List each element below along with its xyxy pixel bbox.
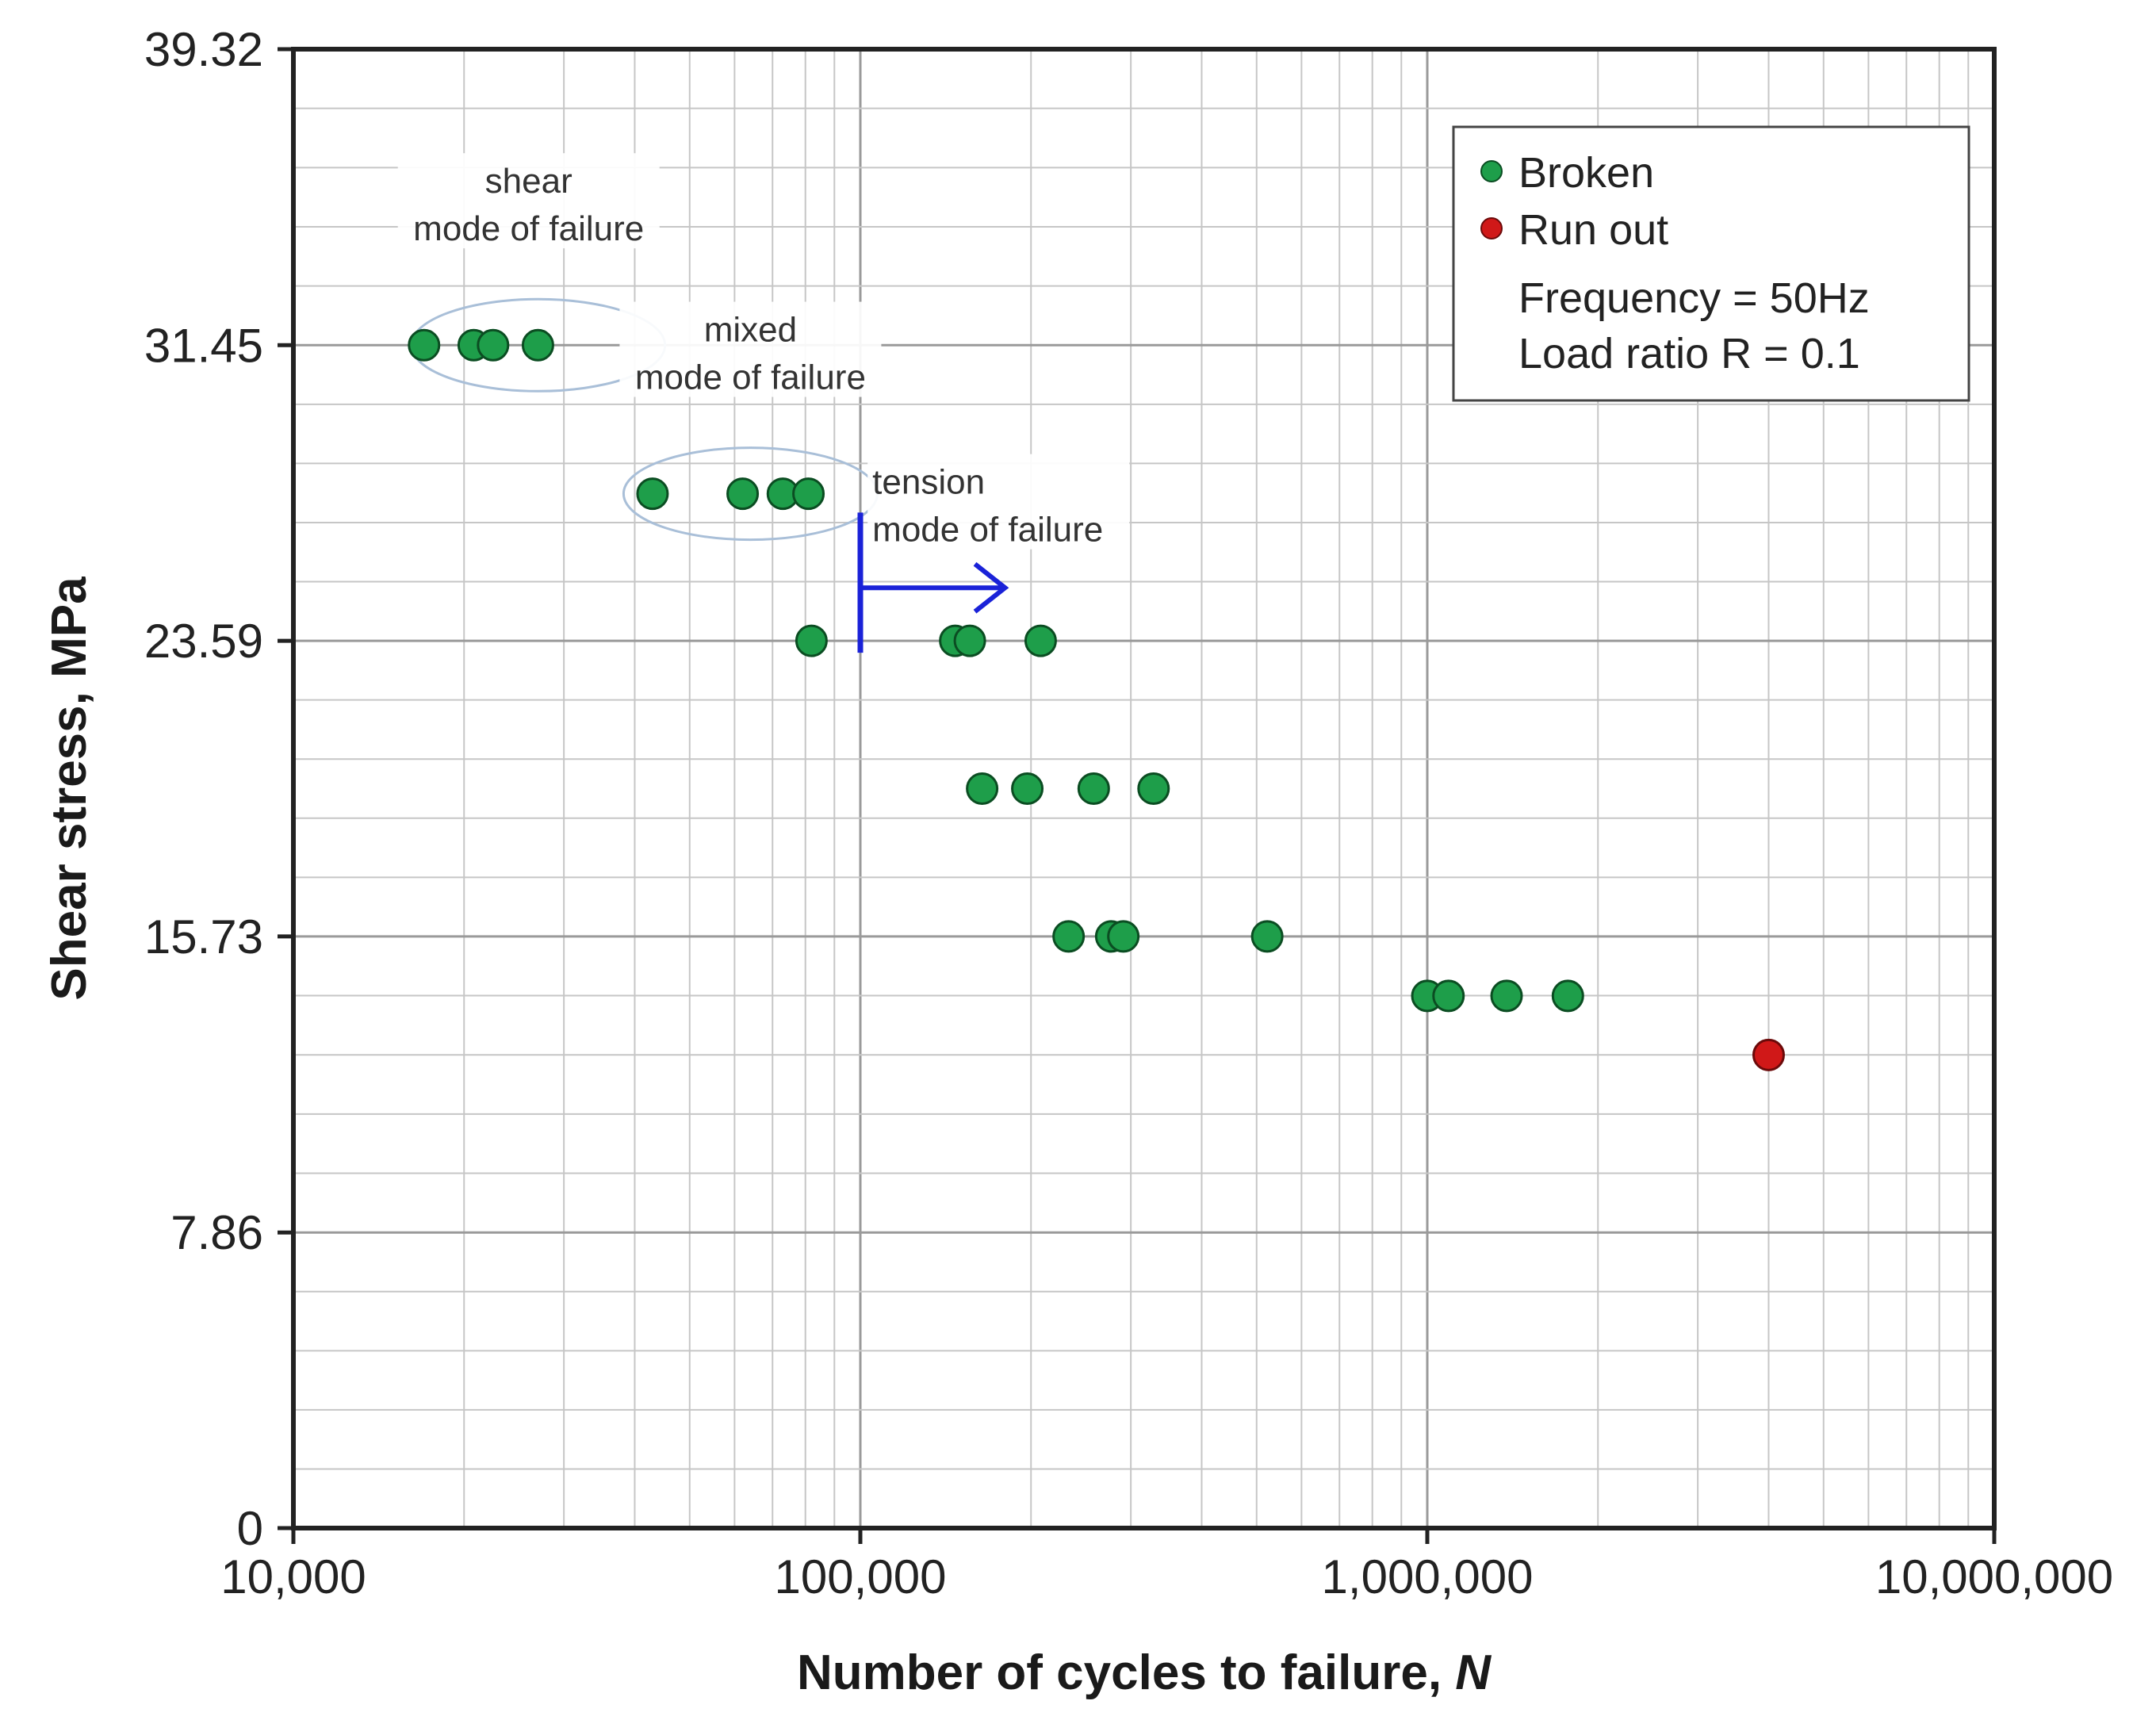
- y-tick-label: 0: [237, 1502, 263, 1555]
- data-point-broken: [1137, 772, 1170, 805]
- data-point-broken: [521, 328, 554, 362]
- data-point-broken: [1077, 772, 1110, 805]
- annotation-background: [397, 153, 660, 249]
- data-point-broken: [636, 477, 669, 511]
- legend-box: [1452, 125, 1970, 402]
- legend-label-run-out: Run out: [1518, 206, 1668, 254]
- data-points: [408, 328, 1785, 1071]
- y-tick-label: 7.86: [170, 1206, 263, 1259]
- legend-note-load-ratio: Load ratio R = 0.1: [1518, 330, 1860, 377]
- x-tick-label: 100,000: [775, 1550, 947, 1603]
- annotation-label: mode of failure: [872, 511, 1103, 550]
- data-point-broken: [1052, 920, 1086, 953]
- x-axis-title: Number of cycles to failure, N: [797, 1645, 1492, 1700]
- data-point-broken: [1250, 920, 1284, 953]
- y-axis-title: Shear stress, MPa: [42, 577, 97, 1001]
- annotation-label: mode of failure: [413, 209, 644, 248]
- annotation-background: [867, 454, 1130, 550]
- data-point-broken: [1551, 979, 1584, 1013]
- data-point-broken: [477, 328, 510, 362]
- data-point-broken: [953, 624, 986, 657]
- annotations: shear mode of failure mixed mode of failure…: [397, 153, 1130, 653]
- y-tick-label: 39.32: [144, 23, 263, 76]
- data-point-broken: [1024, 624, 1057, 657]
- data-point-broken: [408, 328, 441, 362]
- annotation-label: mixed: [704, 311, 797, 350]
- tension-arrow-head: [973, 561, 1009, 614]
- data-point-broken: [1107, 920, 1140, 953]
- annotation-label: tension: [872, 463, 985, 502]
- data-point-broken: [1011, 772, 1044, 805]
- legend-label-broken: Broken: [1518, 149, 1654, 197]
- data-point-broken: [1432, 979, 1465, 1013]
- legend-marker-run-out: [1480, 217, 1503, 239]
- data-point-broken: [792, 477, 825, 511]
- y-tick-label: 31.45: [144, 319, 263, 372]
- x-tick-label: 10,000: [220, 1550, 366, 1603]
- data-point-broken: [966, 772, 999, 805]
- legend-note-frequency: Frequency = 50Hz: [1518, 274, 1870, 322]
- data-point-broken: [1490, 979, 1523, 1013]
- x-tick-label: 10,000,000: [1875, 1550, 2113, 1603]
- data-point-run-out: [1752, 1038, 1785, 1071]
- data-point-broken: [795, 624, 828, 657]
- y-tick-label: 15.73: [144, 910, 263, 963]
- x-tick-label: 1,000,000: [1322, 1550, 1534, 1603]
- plot-area-frame: [291, 47, 1997, 1530]
- legend-marker-broken: [1480, 160, 1503, 182]
- y-tick-label: 23.59: [144, 615, 263, 668]
- annotation-background: [619, 301, 882, 397]
- annotation-label: shear: [485, 162, 573, 201]
- data-point-broken: [726, 477, 760, 511]
- legend: Broken Run out Frequency = 50Hz Load rat…: [1452, 125, 1970, 402]
- axis-ticks: 0 7.86 15.73 23.59 31.45 39.32 10,000 100,000 1,…: [144, 23, 2113, 1603]
- annotation-label: mode of failure: [635, 358, 866, 397]
